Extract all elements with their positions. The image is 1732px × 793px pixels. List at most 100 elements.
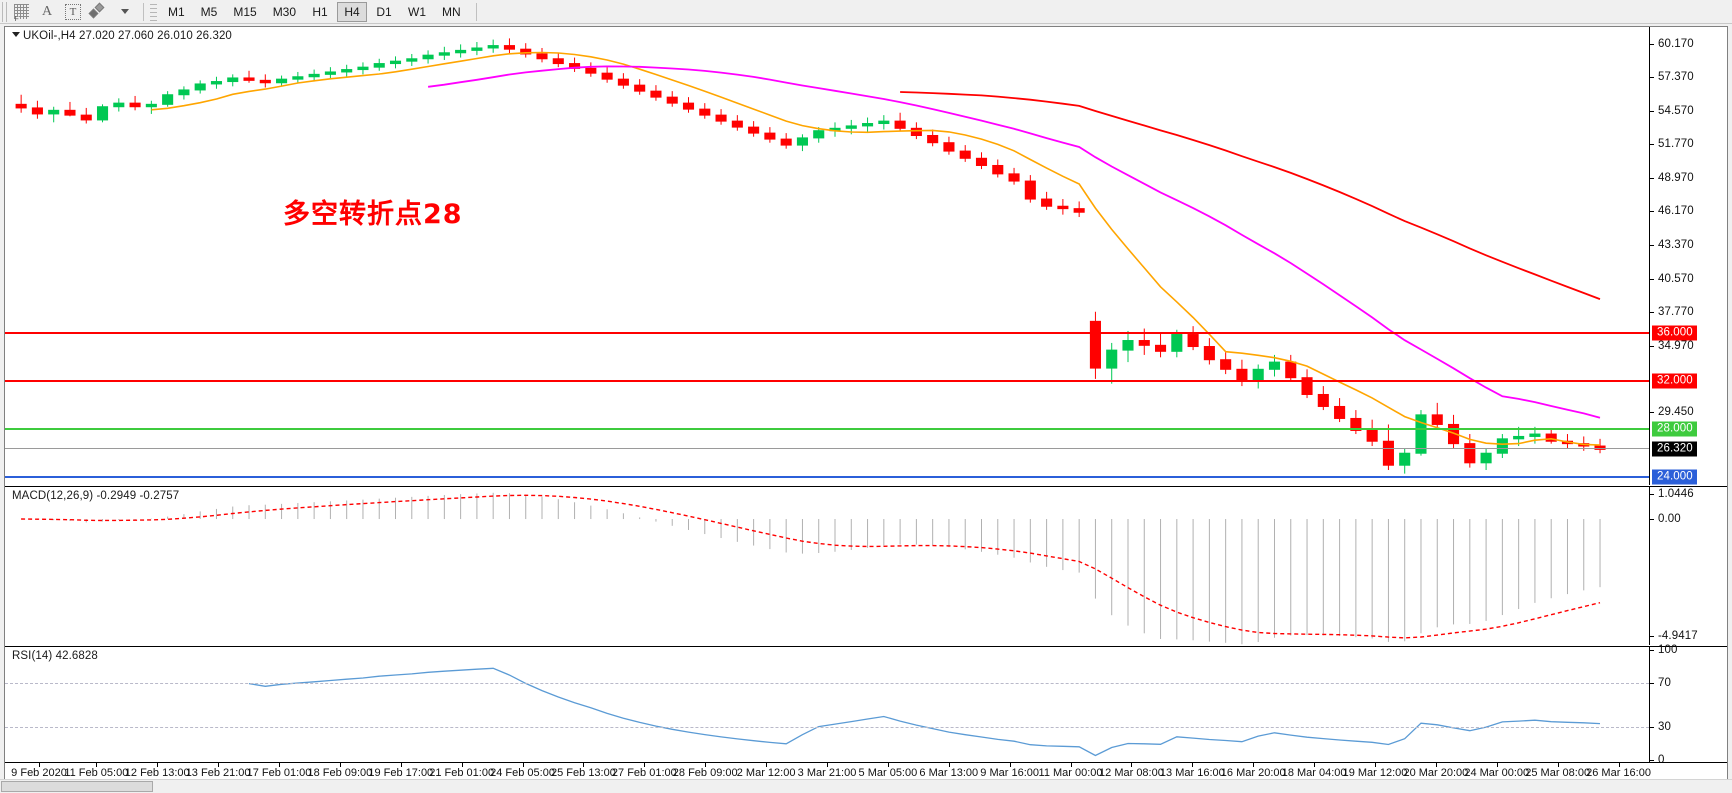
symbol-header: UKOil-,H4 27.020 27.060 26.010 26.320: [23, 30, 232, 42]
rsi-axis[interactable]: 100 70 30 0: [1649, 644, 1727, 766]
timeframe-button-w1[interactable]: W1: [408, 4, 427, 19]
time-tick: [1618, 763, 1620, 767]
time-tick: [887, 763, 889, 767]
time-tick: [1070, 763, 1072, 767]
time-tick: [339, 763, 341, 767]
time-tick: [1314, 763, 1316, 767]
price-axis-label: 34.970: [1658, 339, 1694, 352]
price-level-badge-36-000[interactable]: 36.000: [1652, 325, 1697, 341]
price-tick: [1650, 312, 1654, 314]
time-tick: [39, 763, 40, 767]
time-axis-label: 12 Mar 08:00: [1099, 767, 1164, 779]
time-axis-label: 24 Mar 00:00: [1464, 767, 1530, 779]
timeframe-button-d1[interactable]: D1: [376, 4, 392, 19]
time-tick: [1253, 763, 1255, 767]
scrollbar-thumb[interactable]: [1, 781, 153, 792]
price-axis-label: 54.570: [1658, 104, 1694, 117]
rsi-level-30: [5, 727, 1649, 728]
time-axis-label: 18 Mar 04:00: [1281, 767, 1347, 779]
timeframe-button-m1[interactable]: M1: [168, 4, 185, 19]
time-axis-label: 11 Feb 05:00: [64, 767, 129, 779]
shapes-icon[interactable]: [86, 1, 112, 23]
price-level-badge-24-000[interactable]: 24.000: [1652, 469, 1697, 485]
price-tick: [1650, 110, 1654, 112]
macd-axis-label: -4.9417: [1658, 630, 1698, 643]
time-axis-label: 25 Mar 08:00: [1525, 767, 1591, 779]
timeframe-button-m30[interactable]: M30: [272, 4, 297, 19]
price-axis[interactable]: 60.170 57.370 54.570 51.770 48.970 46.170 43.3…: [1649, 27, 1727, 485]
time-tick: [583, 763, 585, 767]
level-line-24[interactable]: [5, 476, 1649, 479]
price-tick: [1650, 43, 1654, 45]
price-axis-label: 37.770: [1658, 306, 1694, 319]
time-axis-label: 11 Mar 00:00: [1038, 767, 1103, 779]
time-axis[interactable]: 9 Feb 2020 11 Feb 05:00 12 Feb 13:00 13 Feb…: [5, 762, 1727, 783]
chart-annotation-text[interactable]: 多空转折点28: [283, 199, 463, 231]
rsi-axis-label: 0: [1658, 754, 1665, 766]
time-axis-label: 6 Mar 13:00: [919, 767, 979, 779]
crosshair-grid-icon[interactable]: [8, 1, 34, 23]
macd-series: [21, 492, 1601, 645]
rsi-tick: [1650, 760, 1654, 761]
toolbar-drag-handle[interactable]: [1, 1, 8, 22]
time-tick: [644, 763, 646, 767]
horizontal-scrollbar[interactable]: [0, 779, 1732, 793]
time-axis-label: 13 Mar 16:00: [1159, 767, 1225, 779]
timeframe-button-h4[interactable]: H4: [337, 1, 368, 22]
time-tick: [279, 763, 280, 767]
time-tick: [1192, 763, 1194, 767]
macd-pane[interactable]: MACD(12,26,9) -0.2949 -0.2757 1.0446 0.00…: [5, 486, 1727, 645]
price-axis-label: 40.570: [1658, 272, 1694, 285]
price-pane[interactable]: UKOil-,H4 27.020 27.060 26.010 26.320 多空…: [5, 27, 1727, 485]
price-tick: [1650, 77, 1654, 79]
timeframe-button-h1[interactable]: H1: [312, 4, 328, 19]
timeframe-button-m15[interactable]: M15: [233, 4, 257, 19]
price-tick: [1650, 278, 1654, 280]
price-axis-label: 43.370: [1658, 238, 1694, 251]
price-plot-area[interactable]: 多空转折点28: [5, 27, 1649, 485]
chevron-down-icon[interactable]: [112, 1, 138, 23]
time-tick: [1496, 763, 1498, 767]
timeframe-button-mn[interactable]: MN: [442, 4, 461, 19]
price-tick: [1650, 244, 1654, 246]
collapse-caret-icon[interactable]: [12, 32, 20, 37]
time-tick: [948, 763, 950, 767]
price-axis-label: 48.970: [1658, 171, 1694, 184]
macd-plot-area[interactable]: [5, 487, 1649, 645]
time-tick: [1557, 763, 1559, 767]
macd-tick: [1650, 519, 1654, 521]
time-axis-label: 16 Mar 20:00: [1220, 767, 1286, 779]
price-tick: [1650, 144, 1654, 146]
price-axis-label: 29.450: [1658, 405, 1694, 418]
current-price-line: [5, 448, 1649, 450]
timeframe-drag-handle[interactable]: [150, 2, 157, 21]
level-line-32[interactable]: [5, 380, 1649, 383]
time-axis-label: 13 Feb 21:00: [185, 767, 251, 779]
rsi-tick: [1650, 650, 1654, 651]
rsi-pane[interactable]: RSI(14) 42.6828 100 70 30 0: [5, 644, 1727, 766]
macd-axis[interactable]: 1.0446 0.00 -4.9417: [1649, 487, 1727, 645]
timeframe-button-m5[interactable]: M5: [200, 4, 218, 19]
toolbar-divider: [143, 2, 144, 21]
time-tick: [1131, 763, 1133, 767]
chart-window[interactable]: UKOil-,H4 27.020 27.060 26.010 26.320 多空…: [4, 26, 1728, 784]
price-level-badge-32-000[interactable]: 32.000: [1652, 373, 1697, 389]
text-box-icon[interactable]: T: [60, 1, 86, 23]
time-axis-label: 5 Mar 05:00: [858, 767, 918, 779]
macd-tick: [1650, 636, 1654, 638]
main-toolbar: A T M1 M5 M15 M30 H1 H4 D1 W1 MN: [0, 0, 1732, 24]
time-axis-label: 25 Feb 13:00: [551, 767, 616, 779]
time-axis-label: 3 Mar 21:00: [797, 767, 857, 779]
price-tick: [1650, 411, 1654, 413]
price-level-badge-28-000[interactable]: 28.000: [1652, 421, 1697, 437]
price-axis-label: 51.770: [1658, 138, 1694, 151]
level-line-36[interactable]: [5, 332, 1649, 335]
time-axis-label: 21 Feb 01:00: [429, 767, 495, 779]
price-level-badge-26-320[interactable]: 26.320: [1652, 441, 1697, 457]
text-label-icon[interactable]: A: [41, 3, 53, 19]
level-line-28[interactable]: [5, 428, 1649, 431]
macd-tick: [1650, 494, 1654, 496]
rsi-plot-area[interactable]: [5, 647, 1649, 762]
time-axis-label: 20 Mar 20:00: [1403, 767, 1469, 779]
